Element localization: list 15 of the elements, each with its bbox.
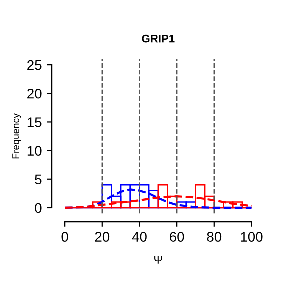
- y-tick-label: 0: [35, 203, 42, 214]
- x-tick-label: 80: [207, 232, 222, 242]
- x-tick-label: 0: [62, 232, 68, 242]
- x-tick-label: 60: [170, 232, 184, 242]
- y-axis-title: Frequency: [12, 114, 22, 159]
- x-tick-label: 40: [132, 232, 147, 242]
- x-tick-label: 20: [95, 232, 110, 242]
- y-tick-label: 5: [35, 174, 42, 185]
- y-tick-label: 25: [28, 60, 42, 70]
- x-axis-title: Ψ: [154, 256, 162, 264]
- chart-title: GRIP1: [142, 34, 175, 43]
- y-tick-label: 20: [28, 88, 42, 99]
- y-tick-label: 15: [28, 118, 42, 128]
- x-tick-label: 100: [241, 232, 263, 242]
- y-tick-label: 10: [28, 146, 42, 156]
